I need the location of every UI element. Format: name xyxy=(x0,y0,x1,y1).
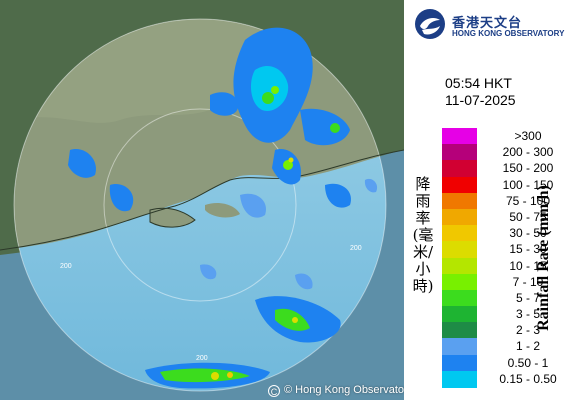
legend-swatch xyxy=(442,192,477,210)
legend-swatch xyxy=(442,289,477,307)
legend-label: 30 - 50 xyxy=(509,226,547,241)
legend-swatch xyxy=(442,306,477,324)
radar-map-graphic: 200 200 200 xyxy=(0,0,404,400)
legend-label: 100 - 150 xyxy=(502,177,554,192)
legend-label: 150 - 200 xyxy=(502,161,554,176)
legend-label: 7 - 10 xyxy=(512,274,544,289)
legend-label: 15 - 30 xyxy=(509,242,547,257)
legend-label: 50 - 75 xyxy=(509,209,547,224)
legend-label: 10 - 15 xyxy=(509,258,547,273)
radar-coverage xyxy=(14,19,386,391)
radar-map: 200 200 200 xyxy=(0,0,404,400)
rain-echoes xyxy=(68,27,378,389)
legend-title-en: Rainfall Rate (mm/h) xyxy=(535,185,552,331)
legend-swatch xyxy=(442,273,477,291)
hko-logo-icon xyxy=(415,9,445,39)
observation-time: 05:54 HKT xyxy=(445,75,512,91)
logo-name-en: HONG KONG OBSERVATORY xyxy=(452,29,565,38)
range-label: 200 xyxy=(60,263,72,270)
coastline xyxy=(0,149,404,251)
copyright-icon: C xyxy=(268,385,280,398)
legend-label: 1 - 2 xyxy=(515,339,540,354)
legend-title-zh: 降雨率(毫米/小時) xyxy=(412,175,434,295)
range-label: 200 xyxy=(196,355,208,362)
copyright-notice: C © Hong Kong Observatory xyxy=(268,384,404,398)
hko-logo[interactable]: 香港天文台 HONG KONG OBSERVATORY xyxy=(414,6,574,42)
legend-swatch xyxy=(442,128,477,145)
legend-swatch xyxy=(442,257,477,275)
legend-swatch xyxy=(442,160,477,178)
legend-swatch xyxy=(442,322,477,340)
observation-date: 11-07-2025 xyxy=(445,92,516,108)
legend-label: 2 - 3 xyxy=(515,323,540,338)
legend-swatch xyxy=(442,338,477,356)
legend-label: 75 - 100 xyxy=(505,193,551,208)
legend-label: 3 - 5 xyxy=(515,307,540,322)
range-rings xyxy=(13,18,387,392)
legend-label: 0.50 - 1 xyxy=(507,355,549,370)
legend-swatch xyxy=(442,144,477,162)
legend-label: 200 - 300 xyxy=(502,145,554,160)
legend-swatch xyxy=(442,176,477,194)
legend-label: 0.15 - 0.50 xyxy=(499,371,557,386)
logo-name-zh: 香港天文台 xyxy=(452,15,523,30)
legend-swatch xyxy=(442,354,477,372)
legend-label: 5 - 7 xyxy=(515,290,540,305)
legend-swatch xyxy=(442,225,477,243)
legend-label: >300 xyxy=(514,129,542,143)
copyright-text: © Hong Kong Observatory xyxy=(284,384,404,396)
info-panel: 香港天文台 HONG KONG OBSERVATORY 05:54 HKT 11… xyxy=(404,0,577,400)
legend-swatch xyxy=(442,370,477,388)
range-label: 200 xyxy=(350,245,362,252)
legend-swatch xyxy=(442,241,477,259)
legend-swatch xyxy=(442,208,477,226)
